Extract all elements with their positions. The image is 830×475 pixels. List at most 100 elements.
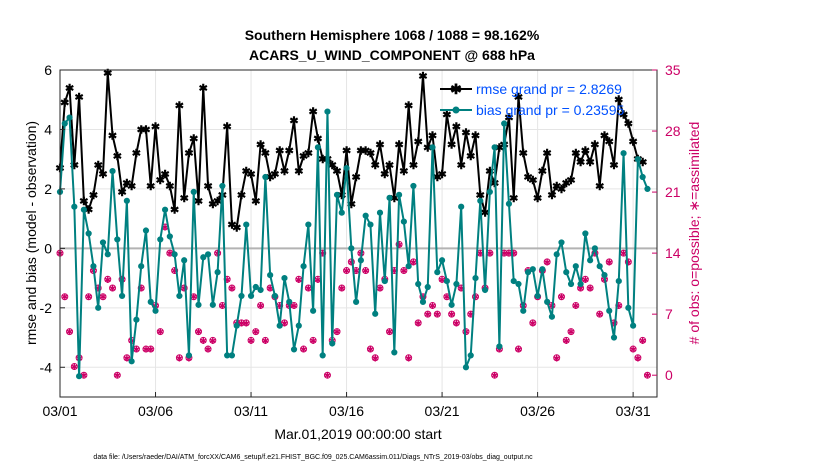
obs-assimilated-marker: ✱	[338, 284, 346, 294]
obs-count-marker	[643, 371, 651, 379]
bias-point	[123, 197, 130, 204]
bias-point	[419, 298, 427, 305]
obs-count-marker	[195, 328, 203, 336]
obs-assimilated-marker: ✱	[204, 345, 212, 355]
obs-count-marker	[629, 345, 637, 353]
rmse-point: ✱	[151, 121, 160, 133]
bias-point	[185, 352, 193, 359]
obs-assimilated-marker: ✱	[295, 275, 303, 285]
bias-point	[477, 197, 484, 204]
rmse-point: ✱	[528, 175, 537, 187]
rmse-point: ✱	[590, 139, 599, 151]
legend: ✱ rmse grand pr = 2.8269 bias grand pr =…	[440, 81, 624, 118]
rmse-point: ✱	[108, 130, 117, 142]
bias-point	[524, 269, 532, 276]
rmse-point: ✱	[428, 130, 437, 142]
rmse-point: ✱	[270, 169, 279, 181]
rmse-point: ✱	[146, 181, 155, 193]
bias-point	[391, 349, 398, 356]
bias-point	[357, 257, 364, 264]
obs-assimilated-marker: ✱	[577, 284, 585, 294]
bias-point	[572, 263, 579, 270]
x-tick-label: 03/11	[234, 403, 268, 419]
obs-assimilated-marker: ✱	[462, 327, 470, 337]
bias-point	[515, 280, 522, 288]
x-tick-label: 03/31	[616, 403, 651, 419]
bias-point	[644, 185, 651, 193]
bias-point	[453, 280, 460, 288]
y-left-tick-label: 4	[44, 121, 52, 137]
obs-count-marker	[405, 354, 413, 362]
bias-point	[458, 203, 465, 210]
obs-assimilated-marker: ✱	[448, 310, 456, 320]
bias-point	[138, 263, 145, 270]
obs-assimilated-marker: ✱	[472, 292, 480, 302]
bias-point	[66, 114, 73, 121]
obs-count-marker	[66, 328, 74, 336]
obs-count-marker	[448, 310, 456, 318]
bias-point	[505, 200, 513, 207]
rmse-point: ✱	[332, 166, 341, 178]
obs-assimilated-marker: ✱	[228, 284, 236, 294]
rmse-point: ✱	[614, 95, 623, 107]
rmse-point: ✱	[280, 166, 289, 178]
obs-assimilated-marker: ✱	[99, 292, 107, 302]
obs-assimilated-marker: ✱	[61, 292, 69, 302]
bias-point	[596, 263, 603, 270]
legend-label-bias: bias grand pr = 0.23595	[476, 102, 624, 118]
rmse-point: ✱	[246, 169, 255, 181]
x-axis-label: Mar.01,2019 00:00:00 start	[274, 426, 441, 442]
bias-point	[362, 212, 369, 219]
obs-count-marker	[228, 284, 236, 292]
bias-point	[257, 286, 264, 294]
obs-assimilated-marker: ✱	[324, 371, 332, 381]
obs-count-marker	[414, 319, 422, 327]
x-axis: 03/01 03/06 03/11 03/16 03/21 03/26 03/31	[42, 392, 651, 419]
rmse-point: ✱	[480, 208, 489, 220]
obs-assimilated-marker: ✱	[610, 318, 618, 328]
obs-count-marker	[424, 310, 432, 318]
obs-assimilated-marker: ✱	[238, 318, 246, 328]
rmse-point: ✱	[251, 196, 260, 208]
bias-point	[118, 292, 126, 300]
bias-point	[333, 191, 341, 198]
obs-assimilated-marker: ✱	[405, 353, 413, 363]
y-left-tick-label: 0	[44, 240, 52, 256]
rmse-point: ✱	[127, 181, 136, 193]
rmse-point: ✱	[94, 160, 103, 172]
obs-count-marker	[624, 258, 632, 266]
legend-marker-rmse: ✱	[450, 81, 462, 97]
x-tick-label: 03/16	[329, 403, 364, 419]
bias-point	[80, 206, 87, 213]
bias-point	[262, 173, 269, 181]
obs-assimilated-marker: ✱	[376, 284, 384, 294]
obs-assimilated-marker: ✱	[443, 292, 451, 302]
y-left-tick-label: 6	[44, 62, 52, 78]
bias-point	[625, 304, 632, 311]
bias-point	[448, 301, 455, 308]
obs-assimilated-marker: ✱	[429, 301, 437, 311]
obs-assimilated-marker: ✱	[629, 345, 637, 355]
bias-point	[319, 352, 326, 359]
bias-point	[329, 340, 336, 347]
rmse-point: ✱	[495, 142, 504, 154]
obs-assimilated-marker: ✱	[200, 336, 208, 346]
rmse-point: ✱	[442, 110, 451, 122]
rmse-point: ✱	[232, 223, 241, 235]
rmse-point: ✱	[227, 220, 236, 232]
bias-point	[620, 150, 627, 157]
rmse-point: ✱	[609, 160, 618, 172]
obs-assimilated-marker: ✱	[620, 249, 628, 259]
bias-point	[443, 277, 450, 285]
rmse-point: ✱	[160, 169, 169, 181]
obs-assimilated-marker: ✱	[605, 257, 613, 267]
bias-point	[529, 266, 536, 273]
bias-point	[429, 144, 436, 151]
rmse-point: ✱	[385, 160, 394, 172]
bias-point	[181, 257, 188, 264]
rmse-point: ✱	[122, 178, 131, 190]
rmse-point: ✱	[418, 71, 427, 83]
plot-frame	[59, 69, 658, 398]
obs-assimilated-marker: ✱	[348, 257, 356, 267]
bias-point	[295, 322, 302, 329]
